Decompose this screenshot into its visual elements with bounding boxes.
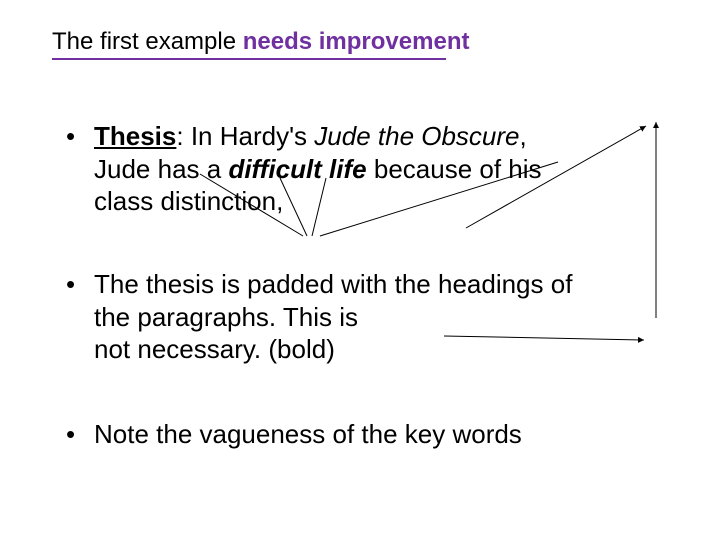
- bullet-vague: • Note the vagueness of the key words: [94, 418, 674, 451]
- title-underline: [52, 58, 446, 60]
- bullet-padded: • The thesis is padded with the headings…: [94, 268, 674, 366]
- thesis-line2-rest: because of his: [367, 154, 542, 184]
- bullet-dot-icon: •: [66, 120, 75, 153]
- vague-text: Note the vagueness of the key words: [94, 419, 522, 449]
- thesis-key-phrase: difficult life: [228, 154, 366, 184]
- thesis-line3: class distinction,: [94, 186, 283, 216]
- thesis-comma: ,: [520, 121, 527, 151]
- title-part1: The first example: [52, 28, 243, 55]
- thesis-work-title: Jude the Obscure: [314, 121, 519, 151]
- padded-line3: not necessary. (bold): [94, 334, 335, 364]
- bullet-dot-icon: •: [66, 268, 75, 301]
- bullet-dot-icon: •: [66, 418, 75, 451]
- padded-line2: the paragraphs. This is: [94, 302, 358, 332]
- title-part2: needs improvement: [243, 28, 470, 55]
- thesis-label: Thesis: [94, 121, 176, 151]
- slide-title: The first example needs improvement: [52, 28, 469, 57]
- bullet-thesis: • Thesis: In Hardy's Jude the Obscure, J…: [94, 120, 674, 218]
- thesis-prefix: : In Hardy's: [176, 121, 314, 151]
- thesis-line2-lead: Jude has a: [94, 154, 228, 184]
- padded-line1: The thesis is padded with the headings o…: [94, 269, 572, 299]
